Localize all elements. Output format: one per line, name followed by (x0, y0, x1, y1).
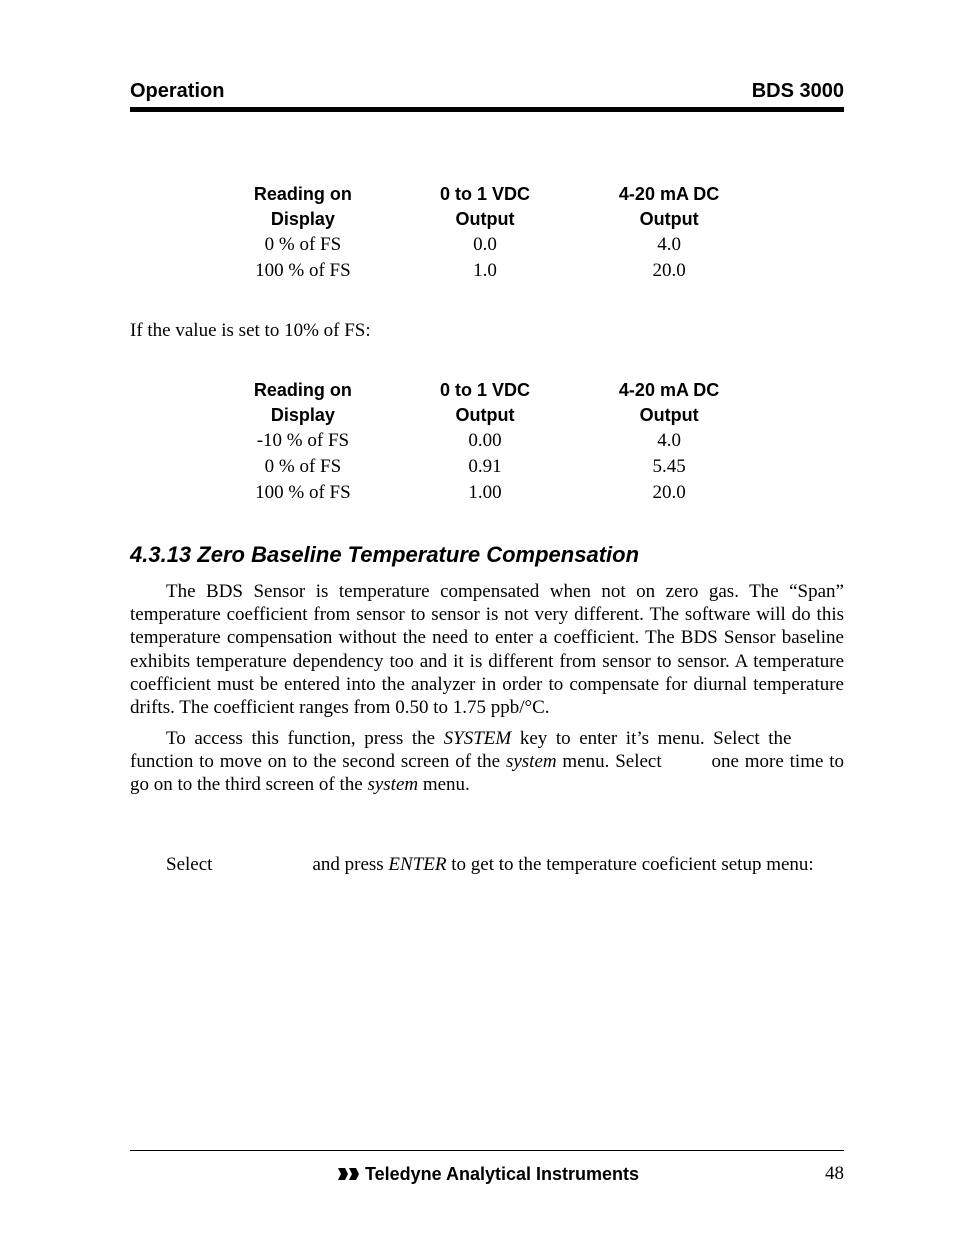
table-row: 100 % of FS 1.0 20.0 (209, 258, 766, 284)
col-header-bottom: Display (217, 209, 390, 230)
table-cell: 100 % of FS (209, 258, 398, 284)
table-cell: 0 % of FS (209, 454, 398, 480)
table-row: 100 % of FS 1.00 20.0 (209, 480, 766, 506)
col-header: 4-20 mA DC Output (573, 182, 766, 232)
condition-text: If the value is set to 10% of FS: (130, 320, 844, 342)
col-header-top: 4-20 mA DC (619, 380, 719, 400)
system-key-label: SYSTEM (444, 728, 512, 749)
col-header-bottom: Display (217, 405, 390, 426)
p2-pre: To access this function, press the (166, 728, 444, 749)
footer-row: Teledyne Analytical Instruments 48 (130, 1163, 844, 1185)
table-cell: -10 % of FS (209, 428, 398, 454)
col-header-top: 0 to 1 VDC (440, 184, 530, 204)
table-row: -10 % of FS 0.00 4.0 (209, 428, 766, 454)
output-table-2: Reading on Display 0 to 1 VDC Output 4-2… (209, 378, 766, 506)
p3-end: to get to the temperature coeficient set… (446, 854, 813, 875)
col-header: 0 to 1 VDC Output (397, 182, 573, 232)
page-number: 48 (804, 1163, 844, 1185)
table-cell: 0 % of FS (209, 232, 398, 258)
body-paragraph-1: The BDS Sensor is temperature compensate… (130, 580, 844, 719)
page: Operation BDS 3000 Reading on Display 0 … (0, 0, 954, 1235)
p3-mid: and press (312, 854, 388, 875)
enter-key-label: ENTER (388, 854, 446, 875)
teledyne-logo-icon (335, 1165, 361, 1183)
p2-mid2: function to move on to the second screen… (130, 751, 506, 772)
table-header-row: Reading on Display 0 to 1 VDC Output 4-2… (209, 182, 766, 232)
table-cell: 0.91 (397, 454, 573, 480)
system-menu-em-2: system (367, 774, 418, 795)
body-paragraph-3: Select and press ENTER to get to the temp… (130, 853, 844, 876)
col-header-top: Reading on (254, 380, 352, 400)
col-header-bottom: Output (405, 209, 565, 230)
header-right: BDS 3000 (752, 80, 844, 103)
table-cell: 1.00 (397, 480, 573, 506)
table-cell: 4.0 (573, 428, 766, 454)
section-heading: 4.3.13 Zero Baseline Temperature Compens… (130, 542, 844, 568)
col-header-bottom: Output (581, 405, 758, 426)
table-cell: 1.0 (397, 258, 573, 284)
header-left: Operation (130, 80, 224, 103)
col-header-bottom: Output (405, 405, 565, 426)
col-header: Reading on Display (209, 182, 398, 232)
page-footer: Teledyne Analytical Instruments 48 (130, 1142, 844, 1185)
footer-brand: Teledyne Analytical Instruments (170, 1164, 804, 1185)
footer-rule (130, 1150, 844, 1151)
table-cell: 5.45 (573, 454, 766, 480)
system-menu-em: system (506, 751, 557, 772)
col-header-top: 0 to 1 VDC (440, 380, 530, 400)
table-cell: 0.00 (397, 428, 573, 454)
table-cell: 100 % of FS (209, 480, 398, 506)
p1-text: The BDS Sensor is temperature compensate… (130, 581, 844, 718)
table-cell: 20.0 (573, 258, 766, 284)
output-table-1: Reading on Display 0 to 1 VDC Output 4-2… (209, 182, 766, 284)
table-row: 0 % of FS 0.0 4.0 (209, 232, 766, 258)
col-header-top: Reading on (254, 184, 352, 204)
footer-brand-text: Teledyne Analytical Instruments (365, 1164, 639, 1184)
table-cell: 20.0 (573, 480, 766, 506)
p2-mid1: key to enter it’s menu. Select the (511, 728, 791, 749)
page-header: Operation BDS 3000 (130, 80, 844, 103)
p2-end: menu. (418, 774, 470, 795)
col-header: 0 to 1 VDC Output (397, 378, 573, 428)
col-header-top: 4-20 mA DC (619, 184, 719, 204)
header-rule (130, 107, 844, 112)
col-header-bottom: Output (581, 209, 758, 230)
p3-pre: Select (166, 854, 212, 875)
table-header-row: Reading on Display 0 to 1 VDC Output 4-2… (209, 378, 766, 428)
col-header: Reading on Display (209, 378, 398, 428)
table-cell: 4.0 (573, 232, 766, 258)
p2-mid3: menu. Select (557, 751, 662, 772)
col-header: 4-20 mA DC Output (573, 378, 766, 428)
table-cell: 0.0 (397, 232, 573, 258)
table-row: 0 % of FS 0.91 5.45 (209, 454, 766, 480)
body-paragraph-2: To access this function, press the SYSTE… (130, 727, 844, 797)
